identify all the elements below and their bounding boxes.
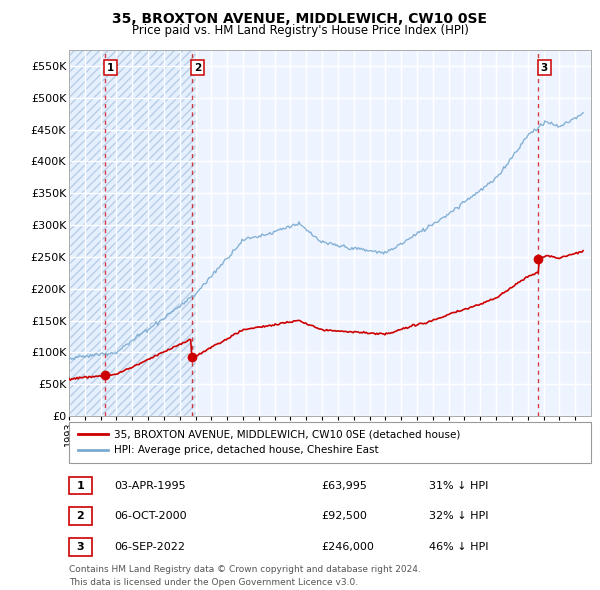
Text: 1: 1 [77,481,84,490]
Text: 3: 3 [541,63,548,73]
Text: 06-OCT-2000: 06-OCT-2000 [114,512,187,521]
Text: Price paid vs. HM Land Registry's House Price Index (HPI): Price paid vs. HM Land Registry's House … [131,24,469,37]
Text: £246,000: £246,000 [321,542,374,552]
Text: 03-APR-1995: 03-APR-1995 [114,481,185,490]
Text: 2: 2 [77,512,84,521]
Text: 3: 3 [77,542,84,552]
Text: 1: 1 [107,63,114,73]
Text: 2: 2 [194,63,201,73]
Text: 35, BROXTON AVENUE, MIDDLEWICH, CW10 0SE (detached house): 35, BROXTON AVENUE, MIDDLEWICH, CW10 0SE… [114,430,460,439]
Text: 06-SEP-2022: 06-SEP-2022 [114,542,185,552]
Text: 35, BROXTON AVENUE, MIDDLEWICH, CW10 0SE: 35, BROXTON AVENUE, MIDDLEWICH, CW10 0SE [113,12,487,26]
Text: Contains HM Land Registry data © Crown copyright and database right 2024.
This d: Contains HM Land Registry data © Crown c… [69,565,421,586]
Text: HPI: Average price, detached house, Cheshire East: HPI: Average price, detached house, Ches… [114,445,379,455]
Text: £92,500: £92,500 [321,512,367,521]
Text: 46% ↓ HPI: 46% ↓ HPI [429,542,488,552]
Text: 32% ↓ HPI: 32% ↓ HPI [429,512,488,521]
Text: £63,995: £63,995 [321,481,367,490]
Text: 31% ↓ HPI: 31% ↓ HPI [429,481,488,490]
